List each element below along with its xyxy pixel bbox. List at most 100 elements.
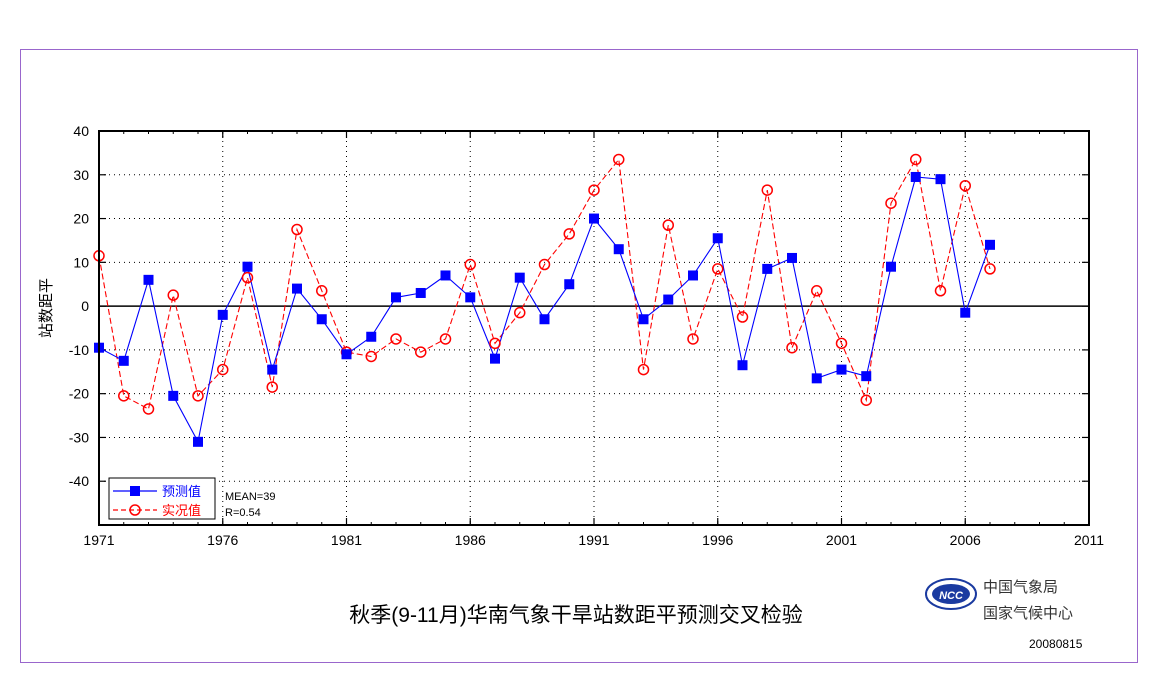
observed-point: [514, 306, 526, 319]
forecast-point: [118, 355, 129, 366]
forecast-point: [564, 279, 575, 290]
forecast-point: [143, 274, 154, 285]
annotation-r: R=0.54: [225, 507, 261, 519]
observed-point: [835, 337, 848, 350]
org-center: 国家气候中心: [983, 605, 1073, 622]
forecast-point: [316, 314, 327, 325]
forecast-point: [589, 213, 599, 224]
forecast-point: [762, 263, 773, 274]
forecast-point: [267, 364, 278, 375]
forecast-point: [292, 283, 302, 294]
forecast-point: [217, 309, 228, 320]
x-tick-label: 1971: [83, 532, 114, 548]
forecast-point: [539, 314, 550, 325]
forecast-point: [415, 287, 426, 298]
forecast-point: [465, 292, 476, 303]
legend-forecast-label: 预测值: [162, 484, 201, 499]
observed-point: [885, 197, 897, 209]
observed-point: [588, 184, 600, 196]
y-tick-label: 0: [81, 298, 89, 314]
y-tick-label: 30: [73, 167, 89, 183]
x-tick-label: 2001: [826, 532, 857, 548]
observed-point: [736, 311, 749, 323]
org-name: 中国气象局: [983, 579, 1058, 596]
legend-observed-label: 实况值: [162, 503, 201, 518]
x-tick-label: 1981: [331, 532, 362, 548]
forecast-point: [613, 244, 624, 255]
x-tick-labels: 1971 1976 1981 1986 1991 1996 2001 2006 2011: [83, 532, 1104, 548]
chart: 1971 1976 1981 1986 1991 1996 2001 2006 2011 40 3…: [38, 123, 1104, 651]
observed-series-line: [98, 157, 991, 410]
observed-point: [811, 285, 823, 297]
y-tick-labels: 40 30 20 10 0 -10 -20 -30 -40: [69, 123, 89, 489]
forecast-point: [960, 307, 971, 318]
x-tick-label: 1986: [455, 532, 486, 548]
forecast-point: [737, 360, 748, 371]
forecast-point: [638, 314, 649, 325]
y-tick-label: 20: [73, 211, 89, 227]
forecast-point: [910, 171, 921, 182]
observed-point: [365, 350, 377, 363]
y-tick-label: -40: [69, 473, 89, 489]
observed-point: [217, 363, 229, 376]
forecast-point: [440, 270, 451, 281]
legend-forecast-marker: [130, 486, 140, 496]
chart-date: 20080815: [1029, 637, 1083, 651]
observed-point: [662, 219, 674, 231]
y-axis-label: 站数距平: [38, 278, 55, 338]
y-tick-label: 40: [73, 123, 89, 139]
observed-point: [167, 289, 179, 301]
observed-point: [118, 390, 130, 402]
ncc-logo: NCC: [925, 578, 977, 610]
forecast-point: [490, 353, 500, 364]
forecast-point: [366, 331, 377, 342]
observed-point: [786, 341, 798, 354]
observed-point: [984, 263, 996, 275]
observed-point: [439, 333, 452, 345]
x-tick-label: 1996: [702, 532, 733, 548]
observed-point: [316, 285, 328, 297]
forecast-point: [811, 373, 822, 384]
observed-point: [637, 363, 650, 376]
y-tick-label: -20: [69, 386, 89, 402]
forecast-point: [985, 239, 995, 250]
forecast-point: [836, 364, 847, 375]
forecast-point: [886, 261, 896, 272]
observed-point: [390, 333, 402, 345]
observed-point: [538, 258, 551, 271]
forecast-point: [193, 436, 203, 447]
chart-frame: 1971 1976 1981 1986 1991 1996 2001 2006 2011 40 3…: [20, 49, 1138, 663]
plot-area-border: [98, 130, 1090, 526]
observed-point: [910, 153, 922, 166]
forecast-point: [242, 261, 253, 272]
forecast-point: [391, 292, 401, 303]
observed-point: [563, 228, 575, 240]
observed-point: [241, 271, 254, 284]
observed-point: [613, 153, 625, 166]
x-tick-label: 1991: [578, 532, 609, 548]
observed-point: [860, 394, 872, 406]
forecast-point: [168, 390, 179, 401]
x-tick-label: 2006: [950, 532, 981, 548]
forecast-point: [341, 349, 352, 360]
observed-point: [464, 258, 476, 271]
forecast-point: [514, 272, 525, 283]
annotation-mean: MEAN=39: [225, 491, 275, 503]
legend: 预测值 实况值: [108, 477, 216, 520]
forecast-series-line: [98, 176, 991, 444]
y-tick-label: -30: [69, 429, 89, 445]
x-tick-label: 2011: [1074, 532, 1104, 548]
observed-point: [934, 285, 947, 297]
x-tick-label: 1976: [207, 532, 238, 548]
forecast-point: [688, 270, 698, 281]
y-tick-label: 10: [73, 254, 89, 270]
observed-point: [142, 403, 155, 415]
forecast-point: [787, 252, 797, 263]
legend-observed-marker: [129, 504, 141, 516]
y-tick-label: -10: [69, 342, 89, 358]
forecast-point: [861, 371, 872, 382]
observed-point: [489, 337, 501, 350]
observed-point: [959, 179, 971, 192]
observed-point: [415, 346, 427, 358]
observed-point: [291, 223, 303, 236]
